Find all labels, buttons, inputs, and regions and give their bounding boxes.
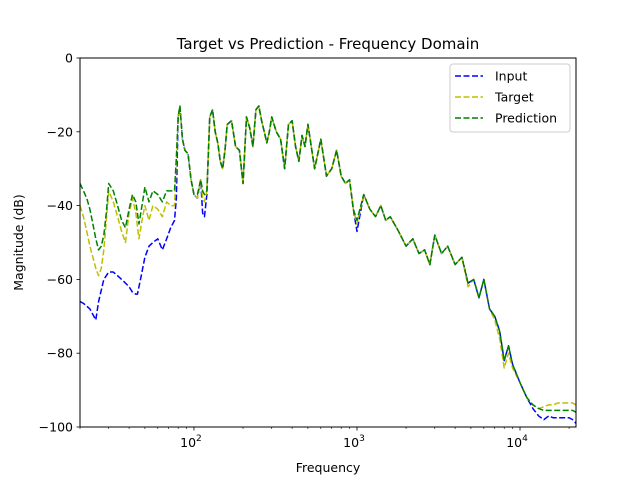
plot-frame [79, 57, 577, 428]
y-tick-label: −100 [39, 420, 73, 435]
x-axis-label: Frequency [296, 460, 361, 475]
y-axis-label: Magnitude (dB) [11, 194, 26, 290]
chart-title: Target vs Prediction - Frequency Domain [176, 35, 480, 53]
y-tick-label: −40 [47, 198, 73, 213]
series-line-input [80, 105, 576, 424]
y-tick-label: −20 [47, 124, 73, 139]
legend-label-prediction: Prediction [495, 111, 557, 126]
y-axis: 0 −20 −40 −60 −80 −100 [39, 51, 80, 435]
legend-label-input: Input [495, 69, 527, 84]
legend-label-target: Target [494, 90, 534, 105]
series-line-prediction [80, 105, 576, 413]
legend-box [449, 63, 571, 133]
y-tick-label: 0 [65, 51, 73, 66]
y-tick-label: −80 [47, 346, 73, 361]
series-group [80, 105, 576, 424]
legend: Input Target Prediction [449, 63, 571, 133]
plot-area [79, 57, 577, 428]
y-tick-label: −60 [47, 272, 73, 287]
